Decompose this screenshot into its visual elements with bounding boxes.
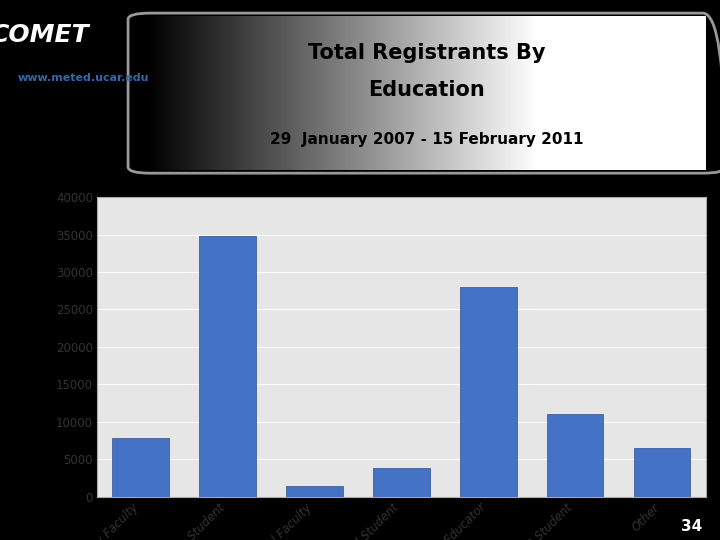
- Bar: [112, 438, 169, 497]
- Text: Education: Education: [368, 80, 485, 100]
- Text: COMET: COMET: [0, 23, 89, 47]
- Bar: [460, 287, 516, 497]
- Bar: [287, 485, 343, 497]
- Text: 34: 34: [680, 518, 702, 534]
- Bar: [634, 448, 690, 497]
- Text: Total Registrants By: Total Registrants By: [308, 43, 545, 63]
- Bar: [547, 414, 603, 497]
- Text: 29  January 2007 - 15 February 2011: 29 January 2007 - 15 February 2011: [270, 132, 583, 147]
- Bar: [199, 236, 256, 497]
- Text: www.meted.ucar.edu: www.meted.ucar.edu: [18, 73, 150, 83]
- Bar: [373, 468, 430, 497]
